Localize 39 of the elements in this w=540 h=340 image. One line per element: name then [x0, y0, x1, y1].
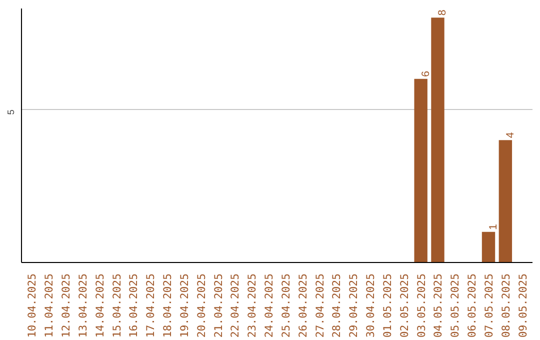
x-tick-label: 16.04.2025: [127, 274, 140, 338]
x-tick-label: 04.05.2025: [432, 274, 445, 338]
bar: [414, 78, 428, 262]
bar: [482, 232, 496, 262]
x-tick-label: 09.05.2025: [516, 274, 530, 338]
x-tick-label: 08.05.2025: [499, 274, 512, 338]
x-tick-label: 05.05.2025: [448, 274, 462, 338]
x-tick-label: 06.05.2025: [466, 274, 479, 338]
x-tick-label: 18.04.2025: [161, 274, 174, 338]
x-tick-label: 27.04.2025: [313, 274, 326, 338]
x-tick-label: 21.04.2025: [212, 274, 225, 338]
x-tick-label: 22.04.2025: [228, 274, 242, 338]
x-tick-label: 13.04.2025: [76, 274, 90, 338]
x-tick-label: 01.05.2025: [380, 274, 394, 338]
data-label: 8: [436, 10, 449, 16]
x-tick-label: 12.04.2025: [59, 274, 72, 338]
bar: [431, 18, 444, 262]
x-tick-label: 03.05.2025: [414, 274, 428, 338]
x-tick-label: 30.04.2025: [364, 274, 378, 338]
y-tick-label: 5: [6, 109, 16, 115]
x-tick-label: 14.04.2025: [93, 274, 106, 338]
bar: [498, 140, 512, 262]
x-tick-label: 28.04.2025: [330, 274, 344, 338]
x-tick-label: 24.04.2025: [262, 274, 276, 338]
x-tick-label: 10.04.2025: [26, 274, 39, 338]
x-tick-label: 02.05.2025: [398, 274, 411, 338]
data-label: 4: [504, 132, 516, 138]
x-tick-label: 25.04.2025: [279, 274, 292, 338]
x-tick-label: 17.04.2025: [144, 274, 158, 338]
x-tick-label: 15.04.2025: [110, 274, 124, 338]
x-tick-label: 26.04.2025: [296, 274, 310, 338]
x-tick-label: 07.05.2025: [482, 274, 496, 338]
x-tick-label: 20.04.2025: [194, 274, 208, 338]
x-tick-label: 11.04.2025: [42, 274, 56, 338]
data-label: 6: [420, 70, 432, 77]
x-tick-label: 29.04.2025: [347, 274, 360, 338]
x-tick-label: 19.04.2025: [178, 274, 191, 338]
x-tick-label: 23.04.2025: [246, 274, 259, 338]
data-label: 1: [488, 224, 500, 230]
